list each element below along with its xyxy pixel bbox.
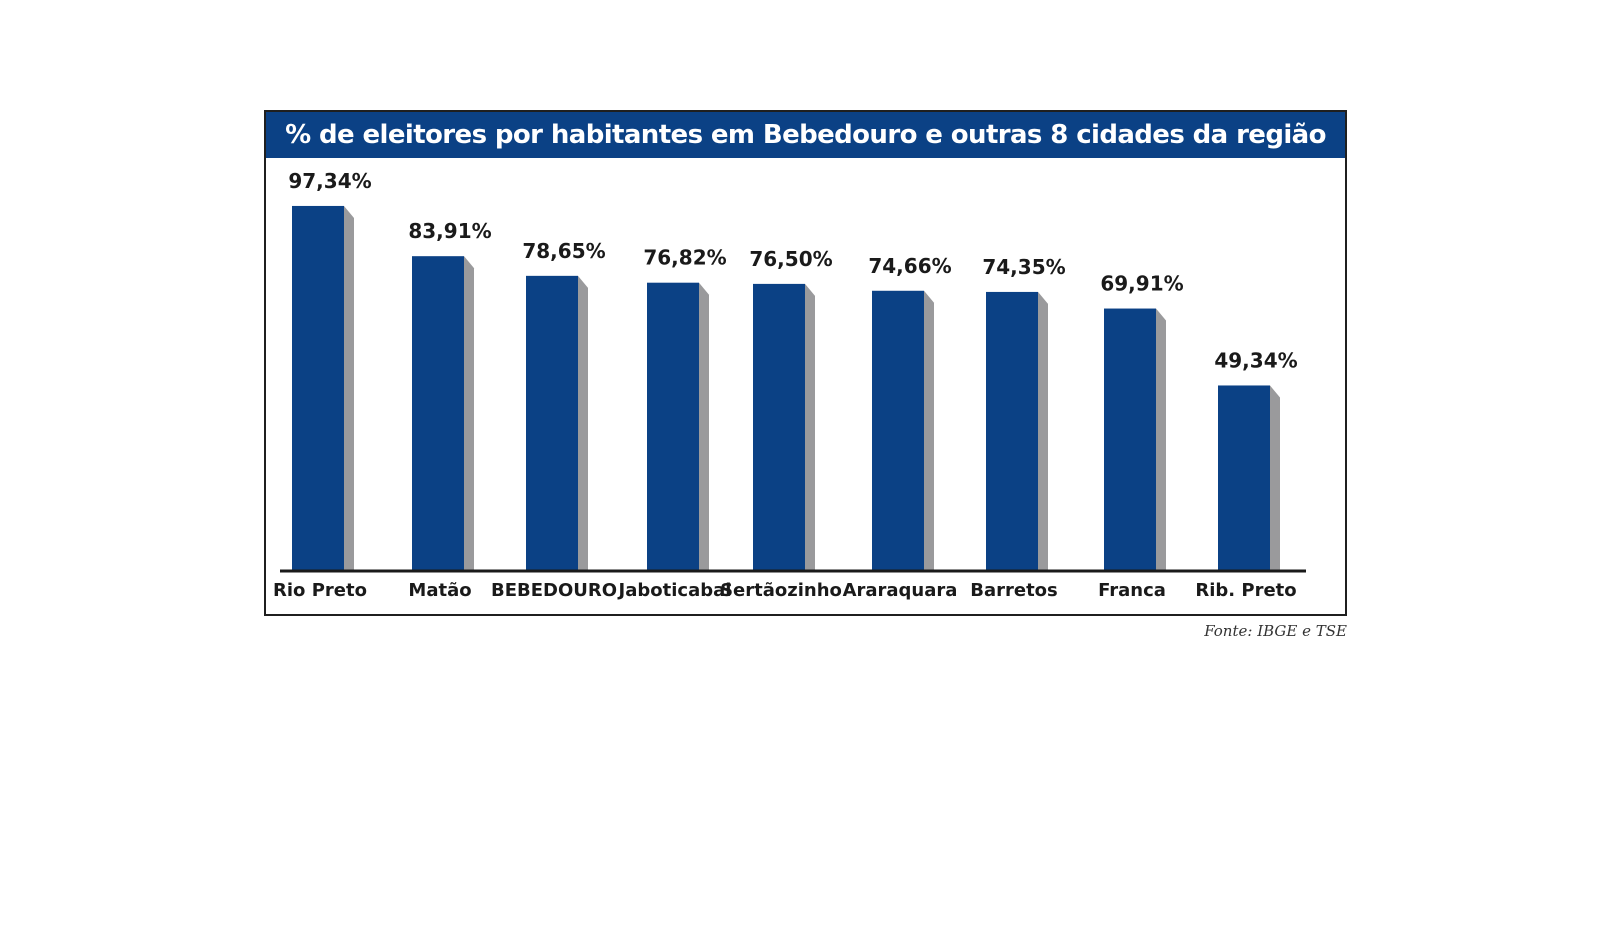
chart-title: % de eleitores por habitantes em Bebedou… — [285, 120, 1326, 150]
value-label: 74,35% — [982, 255, 1065, 279]
bar — [1104, 308, 1156, 570]
bar-chart: 97,34% Rio Preto 83,91% Matão 78,65% BEBEDOUR… — [273, 169, 1306, 601]
bar-shadow — [1156, 308, 1166, 570]
bar-shadow — [699, 282, 709, 570]
bar — [526, 275, 578, 570]
bar — [412, 256, 464, 570]
bar — [647, 282, 699, 570]
bar-shadow — [464, 256, 474, 570]
value-label: 69,91% — [1100, 272, 1183, 296]
bar — [872, 290, 924, 570]
bar-shadow — [1038, 291, 1048, 570]
value-label: 74,66% — [868, 254, 951, 278]
category-label: Rio Preto — [273, 580, 367, 601]
value-label: 83,91% — [408, 219, 491, 243]
bar-shadow — [1270, 385, 1280, 570]
bar — [1218, 385, 1270, 570]
value-label: 97,34% — [288, 169, 371, 193]
category-label: Araraquara — [843, 580, 958, 601]
bar — [986, 291, 1038, 570]
bar-shadow — [578, 275, 588, 570]
category-label: BEBEDOURO — [491, 580, 617, 601]
value-label: 49,34% — [1214, 348, 1297, 372]
category-label: Barretos — [970, 580, 1058, 601]
title-bar: % de eleitores por habitantes em Bebedou… — [266, 112, 1345, 158]
category-label: Sertãozinho — [720, 580, 842, 601]
category-label: Matão — [408, 580, 471, 601]
chart-frame: % de eleitores por habitantes em Bebedou… — [264, 110, 1347, 616]
bar-shadow — [924, 290, 934, 570]
value-label: 78,65% — [522, 239, 605, 263]
value-label: 76,50% — [749, 247, 832, 271]
category-label: Jaboticabal — [617, 580, 732, 601]
category-label: Rib. Preto — [1195, 580, 1296, 601]
value-label: 76,82% — [643, 246, 726, 270]
bar — [292, 205, 344, 570]
source-note: Fonte: IBGE e TSE — [1204, 622, 1347, 640]
bar-shadow — [805, 283, 815, 570]
bar — [753, 283, 805, 570]
category-label: Franca — [1098, 580, 1166, 601]
bar-shadow — [344, 205, 354, 570]
